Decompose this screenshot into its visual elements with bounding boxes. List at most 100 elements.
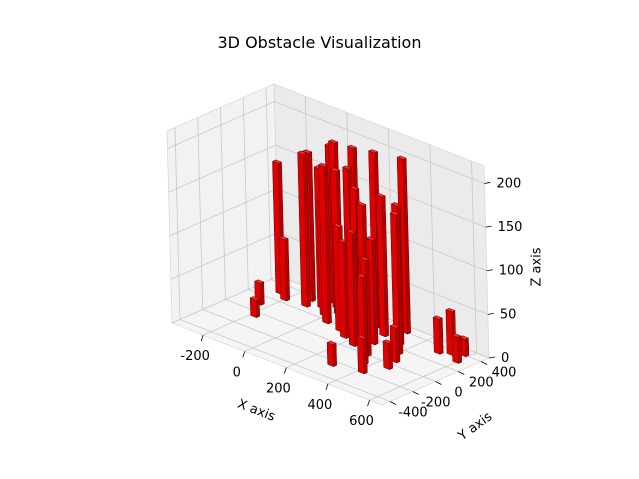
x-tick xyxy=(325,383,329,391)
bar-top xyxy=(297,150,308,155)
bar-top xyxy=(375,193,386,198)
grid-line xyxy=(274,101,485,184)
bar-top xyxy=(390,202,402,207)
z-tick-label: 200 xyxy=(496,176,521,191)
y-tick-label: 400 xyxy=(492,366,517,381)
y-tick xyxy=(412,391,419,395)
y-tick-label: 0 xyxy=(454,386,462,401)
bar-top xyxy=(359,256,370,261)
bar-top xyxy=(432,315,443,320)
bar-side xyxy=(388,341,393,370)
x-tick xyxy=(367,400,370,407)
z-tick xyxy=(487,312,494,315)
bar-side xyxy=(255,298,260,318)
obstacle-bar xyxy=(389,324,401,364)
obstacle-bars xyxy=(249,139,470,375)
grid-line xyxy=(220,107,226,300)
x-tick-label: 600 xyxy=(349,414,374,429)
bar-top xyxy=(458,335,470,340)
obstacle-bar xyxy=(345,229,359,348)
bar-face xyxy=(382,340,390,370)
z-tick-label: 50 xyxy=(500,307,517,322)
grid-line xyxy=(167,101,275,149)
x-tick xyxy=(200,335,204,342)
y-tick-label: -200 xyxy=(421,396,451,411)
grid-line xyxy=(174,127,181,320)
y-tick xyxy=(389,401,397,405)
grid-line xyxy=(168,144,276,193)
bar-side xyxy=(395,326,401,364)
bar-top xyxy=(451,333,462,338)
x-tick-label: 200 xyxy=(266,382,291,397)
y-tick xyxy=(435,381,442,385)
bar-top xyxy=(271,159,283,164)
bar-top xyxy=(367,149,379,154)
bar-top xyxy=(389,324,400,329)
bar-top xyxy=(345,229,357,234)
grid-line xyxy=(169,188,277,237)
obstacle-bar xyxy=(317,162,332,325)
grid-line xyxy=(170,231,279,280)
grid-line xyxy=(179,319,391,402)
x-tick xyxy=(242,351,246,358)
bar-top xyxy=(327,139,339,144)
bar-side xyxy=(438,317,444,355)
bar-top xyxy=(317,162,329,168)
chart-title: 3D Obstacle Visualization xyxy=(217,33,422,52)
bar-top xyxy=(365,236,376,241)
y-tick xyxy=(480,361,488,365)
grid-line xyxy=(429,144,436,337)
grid-line xyxy=(265,87,272,280)
bar-top xyxy=(356,273,367,278)
bar-face xyxy=(451,334,459,364)
grid-line xyxy=(225,299,436,382)
obstacle-bar xyxy=(326,340,337,367)
x-axis-label: X axis xyxy=(235,397,277,425)
bar-top xyxy=(342,165,353,170)
bar-top xyxy=(445,308,456,313)
bar-side xyxy=(332,343,337,367)
obstacle-bar xyxy=(396,155,411,335)
bar-top xyxy=(396,155,407,160)
axes: -2000200400600-400-200020040005010015020… xyxy=(180,176,523,429)
y-tick-label: -400 xyxy=(398,406,428,421)
z-tick xyxy=(486,269,493,272)
z-axis-label: Z axis xyxy=(530,247,545,286)
obstacle-bar xyxy=(382,339,393,370)
z-tick-label: 150 xyxy=(498,220,523,235)
bar-top xyxy=(254,279,265,284)
x-tick-label: 0 xyxy=(233,365,241,380)
bar-top xyxy=(349,185,360,191)
grid-line xyxy=(202,309,413,392)
bar-top xyxy=(249,296,260,301)
x-tick xyxy=(283,367,287,374)
bar-side xyxy=(465,337,470,358)
obstacle-bar xyxy=(297,150,311,308)
grid-line xyxy=(197,117,204,310)
y-tick-label: 200 xyxy=(469,376,494,391)
y-axis-label: Y axis xyxy=(455,409,496,444)
bar-top xyxy=(356,335,368,340)
obstacle-bar xyxy=(375,193,389,338)
bar-top xyxy=(346,144,358,150)
z-tick xyxy=(484,182,491,184)
x-tick-label: 400 xyxy=(308,398,333,413)
y-tick xyxy=(458,371,465,375)
bar-top xyxy=(382,339,393,344)
obstacle-bar xyxy=(249,296,260,318)
grid-line xyxy=(242,97,249,290)
bar-top xyxy=(326,340,337,346)
bar-face xyxy=(326,342,334,367)
z-tick-label: 0 xyxy=(501,351,509,366)
bar-side xyxy=(362,337,368,375)
bar-face xyxy=(249,297,257,318)
bar-top xyxy=(356,201,367,207)
bar-top xyxy=(389,211,401,216)
bar-top xyxy=(278,236,289,241)
z-tick xyxy=(488,356,496,359)
bar-top xyxy=(302,149,313,154)
bar-side xyxy=(457,335,462,364)
x-tick-label: -200 xyxy=(180,349,210,364)
grid-line xyxy=(471,161,477,354)
